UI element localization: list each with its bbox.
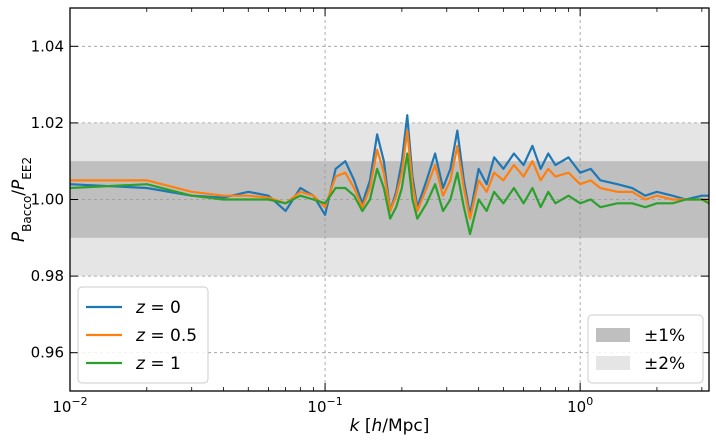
band-legend-swatch-1 [596, 356, 630, 370]
y-axis-label: PBacco/PEE2 [9, 157, 34, 242]
y-tick-label: 1.04 [31, 37, 64, 55]
y-tick-label: 0.98 [31, 267, 64, 285]
band-legend: ±1%±2% [587, 314, 704, 384]
legend-label-2: z = 1 [135, 354, 181, 374]
series-line-2 [69, 152, 710, 236]
x-axis-label: k [h/Mpc] [350, 416, 430, 436]
y-tick-label: 1.00 [31, 191, 64, 209]
series-line-0 [69, 114, 709, 216]
x-tick-label: 10−2 [52, 395, 87, 416]
series-legend: z = 0 z = 0.5 z = 1 [77, 286, 209, 384]
plot-frame [69, 7, 710, 392]
legend-label-0: z = 0 [135, 298, 181, 318]
series-legend-box [77, 286, 209, 384]
band-legend-label-1: ±2% [644, 354, 685, 374]
legend-label-1: z = 0.5 [135, 326, 197, 346]
y-tick-label: 1.02 [31, 114, 64, 132]
ticks: 10−2 10−1 100 0.96 0.98 1.00 1.02 1.04 [31, 8, 709, 416]
band-legend-swatch-0 [596, 328, 630, 342]
x-tick-label: 100 [567, 395, 593, 416]
series-lines [69, 114, 710, 236]
y-tick-label: 0.96 [31, 344, 64, 362]
band-legend-label-0: ±1% [644, 326, 685, 346]
x-tick-label: 10−1 [307, 395, 342, 416]
